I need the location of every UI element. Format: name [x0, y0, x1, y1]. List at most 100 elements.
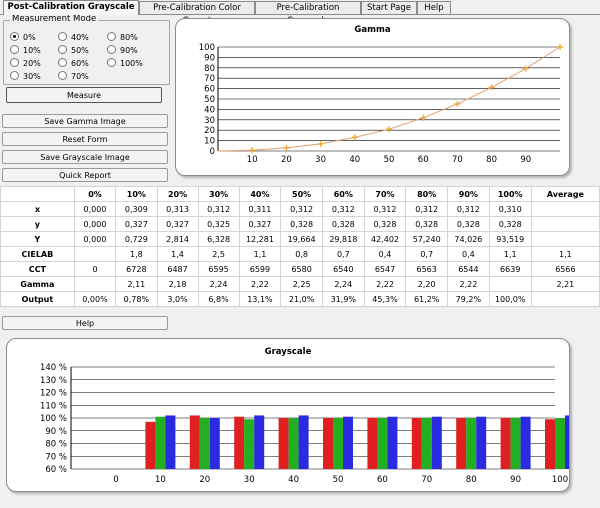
table-cell [73, 246, 117, 262]
reset-form-button[interactable]: Reset Form [2, 132, 168, 146]
tab-start-page[interactable]: Start Page [361, 1, 417, 14]
radio-20[interactable]: 20% [10, 58, 41, 69]
x-tick-label: 30 [315, 155, 326, 165]
tab-help[interactable]: Help [417, 1, 451, 14]
radio-40[interactable]: 40% [58, 32, 89, 43]
table-cell: 0,328 [321, 216, 365, 232]
measure-button[interactable]: Measure [6, 87, 162, 103]
table-cell: 0,312 [197, 201, 240, 217]
radio-70[interactable]: 70% [58, 71, 89, 82]
table-cell: 74,026 [447, 231, 490, 247]
y-tick-label: 130 % [40, 376, 67, 386]
table-cell: 2,24 [321, 276, 365, 292]
radio-0[interactable]: 0% [10, 32, 36, 43]
table-cell: 0 [73, 261, 117, 277]
table-cell: 6487 [156, 261, 199, 277]
table-cell: 6599 [238, 261, 282, 277]
table-cell [530, 291, 600, 307]
table-cell: 0,7 [321, 246, 365, 262]
y-tick-label: 50 [204, 95, 215, 105]
help-button[interactable]: Help [2, 316, 168, 330]
row-label: CIELAB [0, 246, 75, 262]
grayscale-bar [298, 415, 309, 469]
radio-10[interactable]: 10% [10, 45, 41, 56]
table-cell: 2,18 [156, 276, 199, 292]
tab-bar: Post-Calibration Grayscale Pre-Calibrati… [0, 0, 600, 26]
radio-selected-icon [10, 32, 19, 41]
table-cell: 2,21 [530, 276, 600, 292]
grayscale-bar [254, 415, 265, 469]
column-header: 70% [363, 186, 407, 202]
column-header: 10% [115, 186, 158, 202]
radio-80[interactable]: 80% [107, 32, 138, 43]
table-cell: 0,325 [197, 216, 240, 232]
grayscale-bar [545, 419, 555, 469]
gamma-data-point [386, 126, 392, 133]
save-grayscale-image-button[interactable]: Save Grayscale Image [2, 150, 168, 164]
table-cell: 0,00% [73, 291, 117, 307]
radio-icon [58, 58, 67, 67]
table-cell: 0,78% [115, 291, 158, 307]
table-cell: 0,328 [447, 216, 490, 232]
gamma-data-point [454, 100, 461, 107]
y-tick-label: 80 [204, 64, 215, 74]
table-cell: 0,312 [405, 201, 449, 217]
radio-100[interactable]: 100% [107, 58, 143, 69]
table-cell: 0,4 [447, 246, 490, 262]
column-header: 20% [156, 186, 199, 202]
radio-60[interactable]: 60% [58, 58, 89, 69]
x-tick-label: 70 [452, 155, 463, 165]
row-label: Gamma [0, 276, 75, 292]
column-header: 60% [321, 186, 365, 202]
grayscale-bar [288, 418, 299, 469]
grayscale-bar [387, 416, 398, 469]
table-cell: 6,8% [197, 291, 240, 307]
table-cell: 0,328 [488, 216, 532, 232]
radio-50[interactable]: 50% [58, 45, 89, 56]
radio-icon [107, 32, 116, 41]
column-header [0, 186, 75, 202]
grayscale-bar [510, 418, 521, 469]
table-cell: 0,328 [405, 216, 449, 232]
table-cell: 2,5 [197, 246, 240, 262]
gamma-data-point [522, 65, 529, 72]
x-tick-label: 10 [155, 475, 166, 485]
tab-pre-calibration-grayscale[interactable]: Pre-Calibration Grayscale [255, 1, 361, 26]
x-tick-label: 70 [421, 475, 432, 485]
y-tick-label: 70 [204, 74, 215, 84]
grayscale-bar [555, 418, 565, 469]
quick-report-button[interactable]: Quick Report [2, 168, 168, 182]
table-cell: 0,310 [488, 201, 532, 217]
x-tick-label: 100 [552, 475, 568, 485]
table-cell: 2,25 [280, 276, 323, 292]
x-tick-label: 90 [510, 475, 521, 485]
x-tick-label: 90 [520, 155, 531, 165]
radio-icon [107, 58, 116, 67]
table-row: Gamma 2,11 2,18 2,24 2,22 2,25 2,24 2,22 2,20 2,2… [0, 276, 600, 292]
table-cell: 57,240 [405, 231, 449, 247]
grayscale-bar [145, 421, 156, 469]
row-label: y [0, 216, 75, 232]
grayscale-bar [431, 416, 442, 469]
grayscale-bar [278, 418, 289, 469]
radio-30[interactable]: 30% [10, 71, 41, 82]
y-tick-label: 100 % [40, 414, 67, 424]
table-cell: 6,328 [197, 231, 240, 247]
grayscale-bar [421, 418, 432, 469]
y-tick-label: 0 [210, 147, 215, 157]
y-tick-label: 60 [204, 85, 215, 95]
y-tick-label: 70 % [45, 452, 67, 462]
radio-90[interactable]: 90% [107, 45, 138, 56]
tab-post-calibration-grayscale[interactable]: Post-Calibration Grayscale [3, 0, 139, 15]
table-cell: 1,8 [115, 246, 158, 262]
table-cell: 2,814 [156, 231, 199, 247]
table-cell: 2,22 [238, 276, 282, 292]
save-gamma-image-button[interactable]: Save Gamma Image [2, 114, 168, 128]
column-header: 40% [238, 186, 282, 202]
table-header-row: 0% 10% 20% 30% 40% 50% 60% 70% 80% 90% 100% Average [0, 186, 600, 202]
row-label: x [0, 201, 75, 217]
grayscale-bar [323, 418, 333, 469]
column-header: 80% [405, 186, 449, 202]
tab-pre-calibration-color-gamut[interactable]: Pre-Calibration Color Gamut [139, 1, 255, 26]
grayscale-bar [411, 418, 422, 469]
